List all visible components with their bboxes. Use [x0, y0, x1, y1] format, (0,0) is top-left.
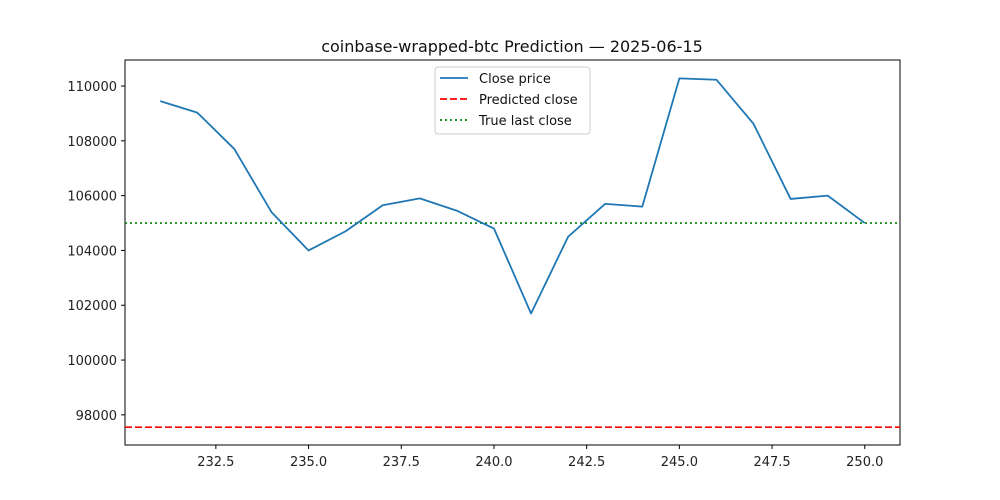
legend-label-true-last-close: True last close [478, 114, 572, 129]
series-line-close-price [159, 77, 866, 315]
y-tick-label: 104000 [67, 244, 117, 259]
x-tick-label: 237.5 [383, 455, 420, 470]
legend: Close price Predicted close True last cl… [434, 66, 591, 135]
legend-label-predicted-close: Predicted close [479, 93, 578, 108]
legend-label-close-price: Close price [479, 72, 551, 87]
y-tick-label: 100000 [67, 354, 117, 369]
x-tick-label: 235.0 [290, 455, 327, 470]
y-tick-label: 102000 [67, 299, 117, 314]
y-tick-label: 110000 [67, 80, 117, 95]
x-tick-label: 242.5 [568, 455, 605, 470]
y-tick-label: 108000 [67, 135, 117, 150]
chart-title: coinbase-wrapped-btc Prediction — 2025-0… [321, 37, 703, 56]
x-tick-label: 247.5 [753, 455, 790, 470]
y-tick-label: 106000 [67, 190, 117, 205]
y-tick-label: 98000 [76, 409, 117, 424]
legend-box [434, 66, 591, 135]
x-tick-label: 240.0 [475, 455, 512, 470]
x-tick-label: 232.5 [197, 455, 234, 470]
x-tick-label: 250.0 [846, 455, 883, 470]
x-tick-label: 245.0 [661, 455, 698, 470]
